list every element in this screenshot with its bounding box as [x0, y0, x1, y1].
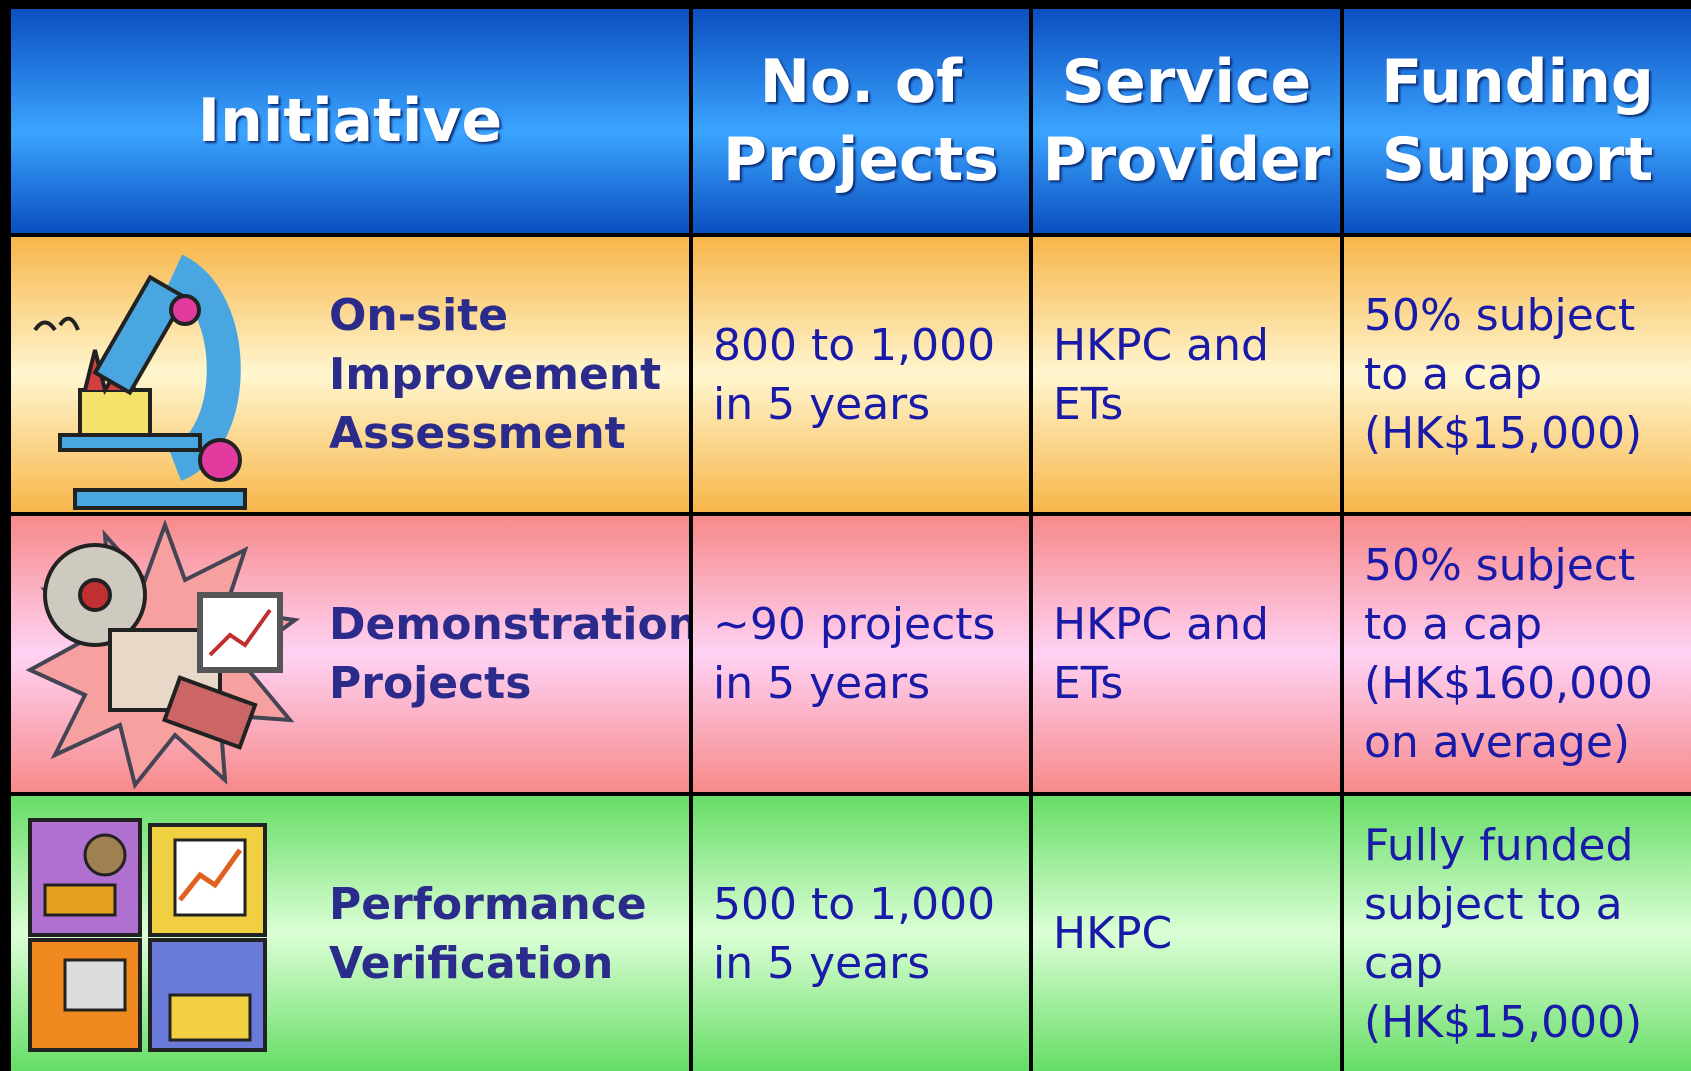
cell-line: in 5 years	[713, 378, 931, 430]
body-cell: Fully funded subject to a cap (HK$15,000)	[1344, 796, 1691, 1071]
cell-line: HKPC	[1053, 908, 1173, 959]
cell-line: Improvement	[329, 349, 662, 400]
body-cell: HKPC and ETs	[1033, 516, 1340, 792]
cell-line: Projects	[329, 658, 532, 709]
cell-line: (HK$160,000	[1364, 658, 1654, 709]
cell-line: Performance	[329, 878, 647, 930]
header-cell: Service Provider	[1033, 9, 1340, 233]
cell-line: Fully funded	[1364, 819, 1634, 871]
cell-line: Support	[1381, 125, 1654, 195]
body-cell: HKPC and ETs	[1033, 237, 1340, 512]
microscope-icon	[33, 254, 247, 510]
body-cell: HKPC	[1033, 796, 1340, 1071]
body-cell: ~90 projects in 5 years	[693, 516, 1029, 792]
body-cell: 500 to 1,000 in 5 years	[693, 796, 1029, 1071]
cell-line: Provider	[1042, 125, 1331, 195]
cell-line: subject to a	[1364, 878, 1623, 930]
body-cell: 800 to 1,000 in 5 years	[693, 237, 1029, 512]
cell-line: No. of	[759, 47, 963, 117]
body-cell: 50% subject to a cap (HK$15,000)	[1344, 237, 1691, 512]
performance-icon	[28, 818, 267, 1052]
cell-line: Funding	[1381, 47, 1654, 117]
cell-line: 800 to 1,000	[713, 319, 996, 371]
cell-line: 50% subject	[1364, 540, 1636, 591]
cell-line: Assessment	[329, 408, 626, 459]
cell-line: (HK$15,000)	[1364, 408, 1643, 459]
body-cell: 50% subject to a cap (HK$160,000 on average…	[1344, 516, 1691, 792]
cell-line: 500 to 1,000	[713, 878, 996, 930]
cell-line: to a cap	[1364, 349, 1543, 400]
cell-line: ETs	[1053, 378, 1124, 430]
cell-line: Projects	[722, 125, 999, 195]
header-cell: No. of Projects	[693, 9, 1029, 233]
cell-line: HKPC and	[1053, 319, 1269, 371]
cell-line: cap	[1364, 937, 1444, 989]
cell-line: Service	[1061, 47, 1312, 117]
cell-line: (HK$15,000)	[1364, 996, 1643, 1048]
cell-line: ETs	[1053, 658, 1124, 709]
cell-line: Verification	[329, 937, 614, 989]
cell-line: in 5 years	[713, 937, 931, 989]
cell-line: HKPC and	[1053, 599, 1269, 650]
cell-line: On-site	[329, 290, 509, 341]
demonstration-icon	[25, 520, 301, 790]
cell-line: in 5 years	[713, 658, 931, 709]
cell-line: 50% subject	[1364, 290, 1636, 341]
cell-line: Demonstration	[329, 599, 689, 650]
header-cell: Initiative	[11, 9, 689, 233]
cell-line: on average)	[1364, 717, 1631, 768]
cell-line: to a cap	[1364, 599, 1543, 650]
header-cell: Funding Support	[1344, 9, 1691, 233]
cell-line: Initiative	[197, 86, 503, 156]
cell-line: ~90 projects	[713, 599, 996, 650]
